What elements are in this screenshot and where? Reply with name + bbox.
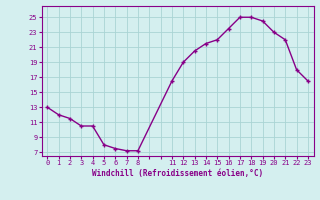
X-axis label: Windchill (Refroidissement éolien,°C): Windchill (Refroidissement éolien,°C) (92, 169, 263, 178)
